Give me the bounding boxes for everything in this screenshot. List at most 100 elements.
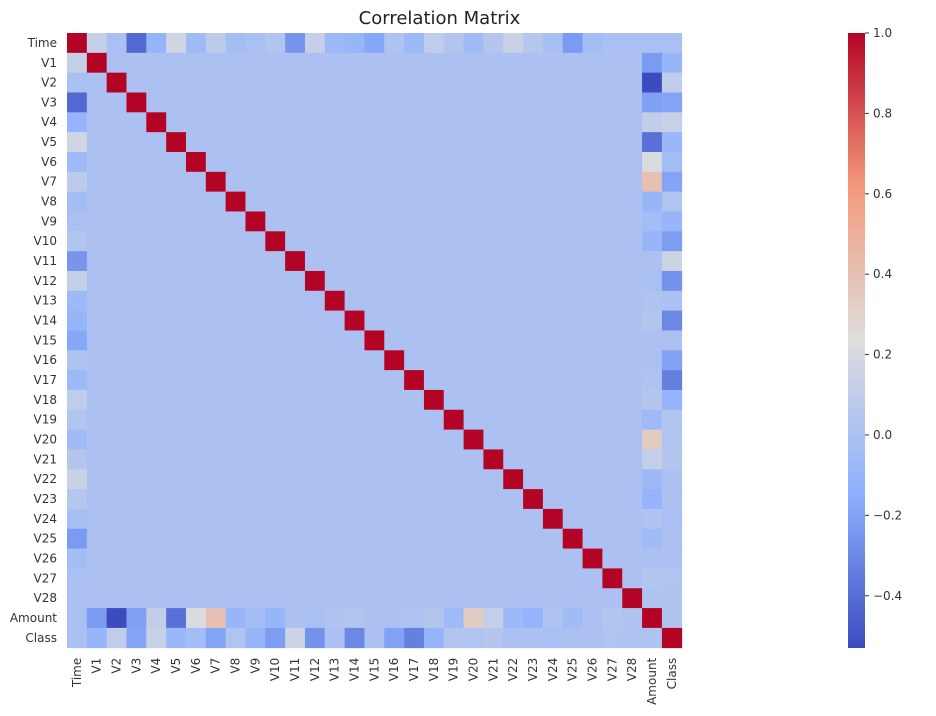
cell-v16-v2 [106, 350, 127, 371]
y-tick-v27: V27 [34, 571, 57, 585]
cell-v26-v14 [344, 548, 365, 569]
cell-v24-v13 [324, 508, 346, 530]
cell-v28-v15 [364, 588, 385, 609]
cell-v18-v13 [324, 389, 346, 411]
cell-v23-v27 [602, 489, 623, 510]
cell-v23-amount [642, 489, 663, 510]
cell-v8-time [67, 191, 88, 212]
cell-v15-v7 [205, 330, 227, 351]
cell-v23-v22 [503, 489, 524, 510]
cell-v4-v19 [443, 112, 464, 133]
cell-v5-v12 [304, 132, 326, 153]
cell-v8-v23 [523, 191, 544, 212]
cell-v9-v11 [285, 211, 306, 232]
cell-v17-v21 [483, 370, 504, 391]
cell-v11-v6 [185, 251, 207, 272]
cell-v4-v28 [622, 112, 643, 133]
cell-v4-v13 [324, 112, 346, 133]
cell-v16-v4 [146, 350, 167, 371]
cell-v6-time [67, 151, 88, 173]
cell-v20-v6 [185, 429, 207, 450]
cell-v8-v12 [304, 191, 326, 212]
cell-class-v18 [423, 627, 445, 649]
cell-v14-v27 [602, 310, 623, 331]
cell-v5-v22 [503, 132, 524, 153]
cell-v28-v19 [443, 588, 464, 609]
x-tick-v13: V13 [328, 658, 342, 681]
colorbar-tick-label: 0.8 [873, 106, 892, 120]
x-tick-v10: V10 [268, 658, 282, 681]
cell-amount-v27 [602, 608, 623, 629]
cell-v2-class [661, 72, 683, 93]
cell-v23-v5 [166, 489, 187, 510]
cell-v18-v3 [126, 389, 147, 411]
cell-v15-v24 [542, 330, 564, 351]
cell-v2-v10 [265, 72, 286, 93]
cell-v26-v12 [304, 548, 326, 569]
cell-v9-v7 [205, 211, 227, 232]
cell-v23-class [661, 489, 683, 510]
cell-v14-v12 [304, 310, 326, 331]
cell-class-v25 [562, 627, 583, 649]
cell-v3-v25 [562, 92, 583, 113]
cell-v14-time [67, 310, 88, 331]
cell-v7-v22 [503, 171, 524, 193]
cell-v3-v21 [483, 92, 504, 113]
cell-v26-v13 [324, 548, 346, 569]
cell-v9-v13 [324, 211, 346, 232]
cell-v25-v4 [146, 528, 167, 549]
y-tick-v14: V14 [34, 314, 57, 328]
cell-v8-v18 [423, 191, 445, 212]
cell-v5-v8 [225, 132, 246, 153]
cell-v28-v10 [265, 588, 286, 609]
cell-v15-v13 [324, 330, 346, 351]
cell-amount-v20 [463, 608, 484, 629]
cell-v8-v27 [602, 191, 623, 212]
cell-v28-v7 [205, 588, 227, 609]
cell-v21-v2 [106, 449, 127, 470]
cell-v12-v24 [542, 270, 564, 292]
cell-class-v10 [265, 627, 286, 649]
cell-v22-v18 [423, 469, 445, 490]
cell-v1-v21 [483, 52, 504, 74]
cell-v11-v14 [344, 251, 365, 272]
cell-v9-v20 [463, 211, 484, 232]
cell-v27-v22 [503, 568, 524, 589]
cell-amount-v16 [384, 608, 405, 629]
cell-v10-v22 [503, 231, 524, 252]
cell-time-v5 [166, 33, 187, 54]
cell-v27-amount [642, 568, 663, 589]
cell-v23-v3 [126, 489, 147, 510]
cell-v14-v25 [562, 310, 583, 331]
cell-v6-v24 [542, 151, 564, 173]
cell-v15-v19 [443, 330, 464, 351]
cell-class-v17 [404, 627, 425, 649]
cell-v13-time [67, 290, 88, 312]
cell-amount-v14 [344, 608, 365, 629]
cell-v28-v22 [503, 588, 524, 609]
cell-v12-v18 [423, 270, 445, 292]
cell-v21-v25 [562, 449, 583, 470]
cell-v6-v7 [205, 151, 227, 173]
y-tick-v6: V6 [41, 155, 57, 169]
cell-v14-v26 [582, 310, 603, 331]
cell-v2-v22 [503, 72, 524, 93]
cell-v11-v11 [285, 251, 306, 272]
cell-class-v3 [126, 627, 147, 649]
cell-amount-amount [642, 608, 663, 629]
x-tick-v1: V1 [90, 658, 104, 674]
cell-v19-time [67, 409, 88, 430]
cell-v21-v28 [622, 449, 643, 470]
cell-v25-v7 [205, 528, 227, 549]
cell-v9-v16 [384, 211, 405, 232]
cell-time-v24 [542, 33, 564, 54]
cell-v3-v26 [582, 92, 603, 113]
cell-time-v28 [622, 33, 643, 54]
cell-v11-v27 [602, 251, 623, 272]
cell-v15-v4 [146, 330, 167, 351]
cell-v2-v1 [86, 72, 108, 93]
cell-v11-v2 [106, 251, 127, 272]
cell-v16-v5 [166, 350, 187, 371]
cell-class-v14 [344, 627, 365, 649]
cell-v23-v21 [483, 489, 504, 510]
